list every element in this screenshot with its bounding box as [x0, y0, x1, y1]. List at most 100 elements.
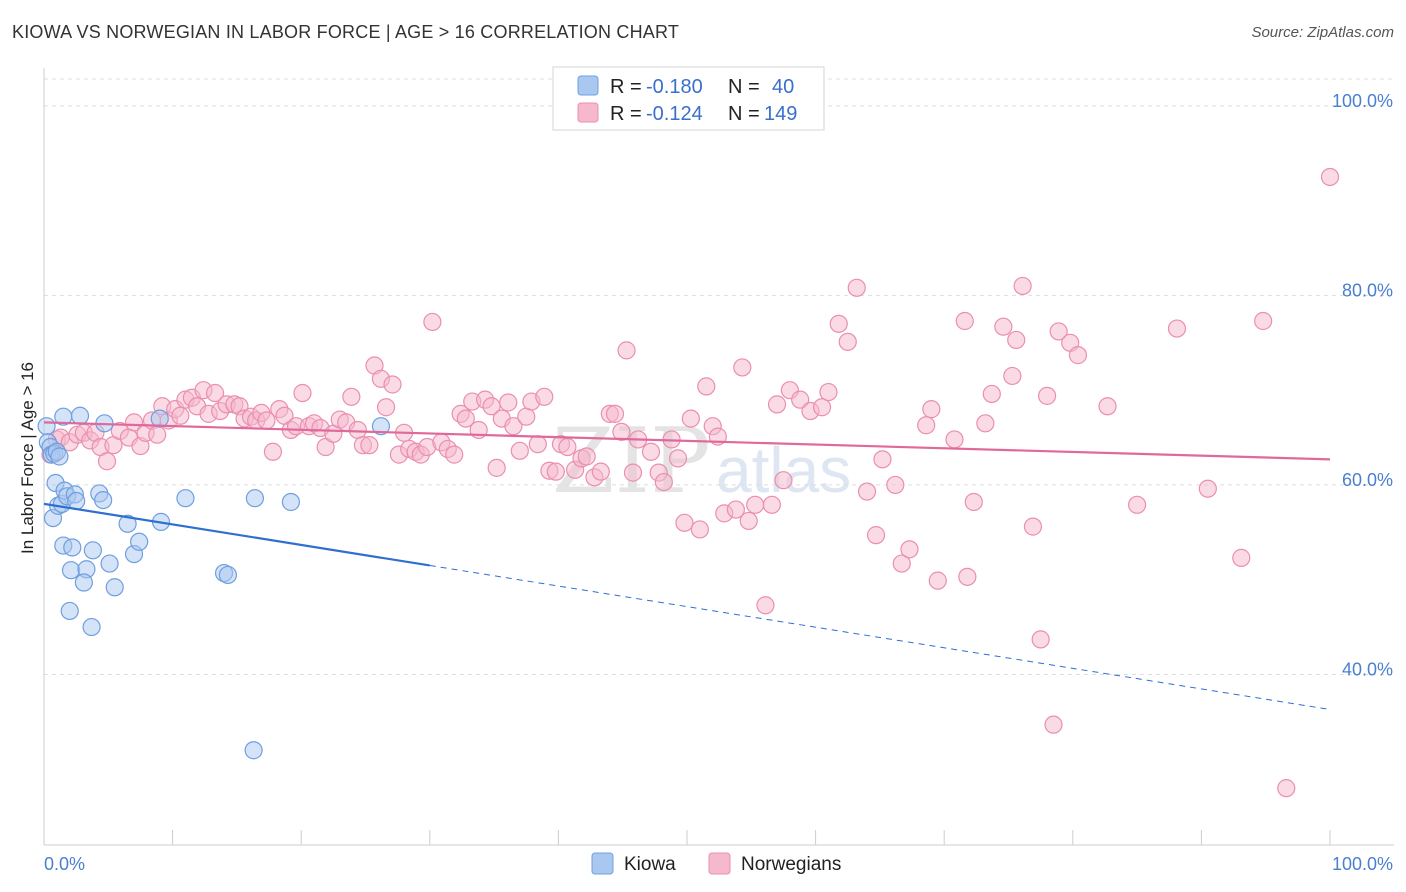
- norwegian-point: [1049, 322, 1068, 341]
- norwegian-point: [976, 414, 995, 433]
- norwegian-point: [838, 332, 857, 351]
- norwegian-point: [654, 472, 673, 492]
- bottom-legend-norwegians: Norwegians: [741, 854, 841, 875]
- norwegian-point: [591, 462, 610, 481]
- norwegian-point: [612, 422, 631, 441]
- norwegian-point: [1320, 167, 1340, 187]
- norwegian-point: [499, 393, 518, 412]
- kiowa-point: [61, 561, 81, 580]
- kiowa-point: [244, 741, 263, 760]
- norwegian-point: [812, 398, 832, 417]
- norwegian-point: [517, 407, 536, 426]
- norwegian-point: [171, 406, 190, 425]
- norwegian-point: [1013, 276, 1032, 296]
- norwegian-point: [756, 596, 775, 615]
- norwegian-point: [577, 447, 596, 466]
- legend-swatch-norwegians: [577, 102, 599, 123]
- kiowa-point: [245, 489, 265, 508]
- kiowa-point: [50, 447, 69, 466]
- norwegian-point: [697, 377, 716, 396]
- y-tick-label: 80.0%: [1342, 280, 1393, 300]
- norwegian-point: [873, 450, 892, 469]
- norwegian-point: [546, 462, 565, 481]
- norwegian-point: [964, 492, 983, 512]
- legend-n-value-norwegians: 149: [764, 103, 797, 125]
- norwegian-point: [774, 471, 793, 490]
- kiowa-point: [371, 417, 391, 436]
- norwegian-point: [1277, 779, 1296, 798]
- norwegian-point: [510, 441, 529, 460]
- bottom-legend-swatch-norwegians: [708, 852, 731, 875]
- norwegian-point: [623, 463, 643, 482]
- norwegian-point: [994, 317, 1013, 336]
- norwegian-point: [746, 495, 765, 514]
- series-legend: Kiowa Norwegians: [591, 852, 841, 875]
- norwegian-point: [892, 554, 911, 573]
- gridlines: [44, 78, 1394, 675]
- norwegian-point: [360, 436, 379, 455]
- norwegian-point: [1007, 330, 1026, 350]
- norwegian-point: [1098, 397, 1117, 416]
- y-tick-labels: 40.0% 60.0% 80.0% 100.0%: [1332, 91, 1393, 680]
- norwegian-point: [1031, 630, 1050, 649]
- norwegian-point: [922, 400, 941, 419]
- x-tick-labels: 0.0% 100.0%: [44, 854, 1393, 874]
- norwegian-point: [445, 445, 464, 464]
- norwegian-point: [558, 437, 577, 457]
- norwegian-point: [124, 413, 144, 432]
- norwegian-point: [886, 475, 905, 495]
- norwegian-point: [762, 495, 781, 514]
- norwegian-point: [945, 430, 964, 449]
- y-tick-label: 100.0%: [1332, 91, 1393, 111]
- legend-r-label-kiowa: R =: [610, 76, 642, 98]
- kiowa-point: [82, 617, 101, 637]
- norwegian-point: [767, 395, 787, 414]
- legend-r-value-kiowa: -0.180: [646, 76, 703, 98]
- y-tick-label: 40.0%: [1342, 659, 1393, 679]
- norwegian-point: [982, 384, 1001, 404]
- kiowa-points: [37, 406, 391, 760]
- norwegian-point: [487, 458, 506, 477]
- norwegian-point: [1044, 715, 1063, 734]
- y-tick-label: 60.0%: [1342, 470, 1393, 490]
- norwegian-point: [917, 416, 936, 435]
- norwegian-point: [726, 500, 745, 519]
- norwegian-point: [383, 375, 402, 394]
- norwegian-point: [1037, 386, 1057, 405]
- legend-swatch-kiowa: [577, 75, 599, 96]
- norwegian-point: [900, 540, 919, 559]
- kiowa-point: [83, 541, 102, 560]
- norwegian-point: [504, 417, 523, 436]
- legend-r-label-norwegians: R =: [610, 103, 642, 125]
- x-tick-label: 0.0%: [44, 854, 85, 874]
- norwegian-trend-line: [43, 421, 1331, 461]
- bottom-legend-swatch-kiowa: [591, 852, 614, 875]
- norwegian-point: [1232, 548, 1251, 567]
- norwegian-point: [348, 420, 367, 440]
- norwegian-point: [1127, 495, 1147, 514]
- norwegian-point: [1023, 517, 1043, 536]
- norwegian-point: [791, 390, 810, 409]
- legend-n-label-kiowa: N =: [728, 76, 760, 98]
- bottom-legend-kiowa: Kiowa: [624, 854, 676, 875]
- norwegian-point: [866, 526, 886, 545]
- norwegian-point: [456, 409, 475, 428]
- kiowa-point: [70, 406, 90, 425]
- kiowa-point: [150, 409, 169, 428]
- norwegian-point: [1254, 311, 1273, 331]
- norwegian-point: [681, 409, 700, 428]
- kiowa-trend-line: [43, 502, 430, 567]
- norwegian-point: [641, 442, 661, 461]
- norwegian-point: [263, 442, 283, 461]
- kiowa-point: [281, 492, 301, 512]
- norwegian-point: [955, 311, 974, 331]
- kiowa-point: [118, 514, 137, 533]
- norwegian-point: [376, 398, 396, 417]
- norwegian-point: [733, 358, 752, 377]
- kiowa-trend-extension: [429, 564, 1331, 710]
- norwegian-point: [293, 383, 312, 403]
- legend-r-value-norwegians: -0.124: [646, 103, 703, 125]
- y-axis-label: In Labor Force | Age > 16: [18, 362, 37, 554]
- kiowa-point: [105, 578, 124, 597]
